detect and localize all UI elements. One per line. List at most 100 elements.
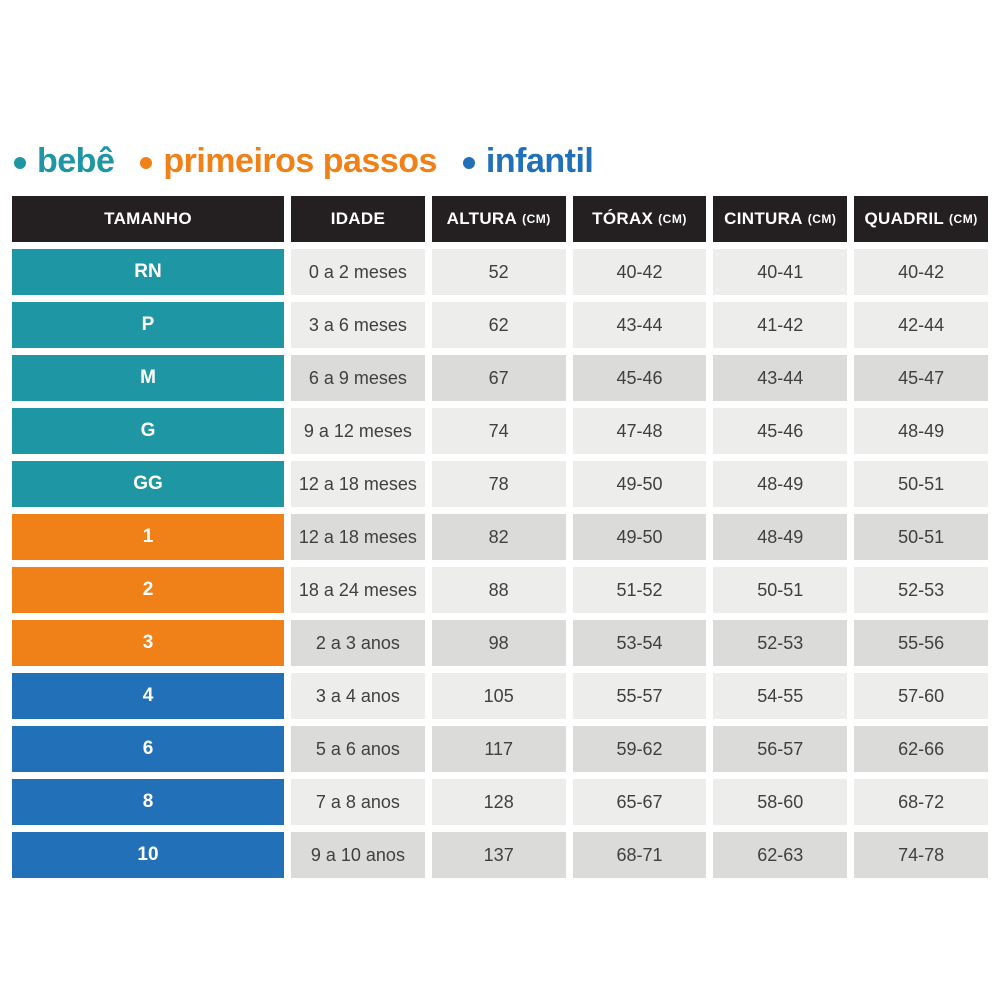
- size-cell: M: [12, 355, 284, 401]
- data-cell: 82: [431, 514, 566, 560]
- size-cell: 1: [12, 514, 284, 560]
- column-header-label: CINTURA: [724, 209, 803, 228]
- data-cell: 3 a 4 anos: [291, 673, 425, 719]
- data-cell: 57-60: [854, 673, 988, 719]
- data-cell: 105: [431, 673, 566, 719]
- column-header-label: TAMANHO: [104, 209, 192, 228]
- legend: bebê primeiros passos infantil: [14, 142, 594, 180]
- legend-label: primeiros passos: [163, 142, 437, 180]
- data-cell: 68-72: [854, 779, 988, 825]
- data-cell: 62-63: [713, 832, 848, 878]
- column-header-unit: (CM): [949, 212, 978, 226]
- size-cell: 3: [12, 620, 284, 666]
- column-header-unit: (CM): [522, 212, 551, 226]
- data-cell: 9 a 12 meses: [291, 408, 425, 454]
- data-cell: 40-41: [713, 249, 848, 295]
- size-cell: P: [12, 302, 284, 348]
- legend-item-primeiros_passos: primeiros passos: [140, 144, 437, 178]
- data-cell: 6 a 9 meses: [291, 355, 425, 401]
- size-cell: G: [12, 408, 284, 454]
- column-header-label: TÓRAX: [592, 209, 654, 228]
- data-cell: 52-53: [854, 567, 988, 613]
- column-header-cintura: CINTURA (CM): [713, 196, 848, 242]
- data-cell: 67: [431, 355, 566, 401]
- data-cell: 7 a 8 anos: [291, 779, 425, 825]
- data-cell: 117: [431, 726, 566, 772]
- data-cell: 58-60: [713, 779, 848, 825]
- data-cell: 62: [431, 302, 566, 348]
- column-header-unit: (CM): [807, 212, 837, 226]
- data-cell: 62-66: [854, 726, 988, 772]
- data-cell: 50-51: [854, 461, 988, 507]
- legend-item-bebe: bebê: [14, 142, 115, 180]
- data-cell: 65-67: [572, 779, 707, 825]
- legend-item-infantil: infantil: [462, 142, 594, 180]
- data-cell: 88: [431, 567, 566, 613]
- size-table: TAMANHO IDADE ALTURA (CM) TÓRAX (CM) CINTURA (C…: [12, 196, 988, 878]
- data-cell: 48-49: [854, 408, 988, 454]
- data-cell: 56-57: [713, 726, 848, 772]
- data-cell: 40-42: [572, 249, 707, 295]
- data-cell: 43-44: [713, 355, 848, 401]
- data-cell: 54-55: [713, 673, 848, 719]
- data-cell: 5 a 6 anos: [291, 726, 425, 772]
- data-cell: 50-51: [854, 514, 988, 560]
- bullet-icon: [462, 157, 475, 169]
- data-cell: 2 a 3 anos: [291, 620, 425, 666]
- bullet-icon: [14, 157, 26, 169]
- data-cell: 49-50: [572, 514, 707, 560]
- data-cell: 48-49: [713, 514, 848, 560]
- data-cell: 53-54: [572, 620, 707, 666]
- column-header-idade: IDADE: [291, 196, 425, 242]
- size-cell: 2: [12, 567, 284, 613]
- data-cell: 49-50: [572, 461, 707, 507]
- data-cell: 0 a 2 meses: [291, 249, 425, 295]
- data-cell: 41-42: [713, 302, 848, 348]
- data-cell: 137: [431, 832, 566, 878]
- data-cell: 98: [431, 620, 566, 666]
- column-header-torax: TÓRAX (CM): [572, 196, 707, 242]
- data-cell: 12 a 18 meses: [291, 461, 425, 507]
- data-cell: 18 a 24 meses: [291, 567, 425, 613]
- data-cell: 43-44: [572, 302, 707, 348]
- data-cell: 42-44: [854, 302, 988, 348]
- size-cell: 10: [12, 832, 284, 878]
- data-cell: 78: [431, 461, 566, 507]
- data-cell: 55-56: [854, 620, 988, 666]
- data-cell: 45-46: [713, 408, 848, 454]
- data-cell: 68-71: [572, 832, 707, 878]
- data-cell: 74-78: [854, 832, 988, 878]
- data-cell: 47-48: [572, 408, 707, 454]
- size-cell: GG: [12, 461, 284, 507]
- column-header-unit: (CM): [658, 212, 687, 226]
- size-cell: 4: [12, 673, 284, 719]
- column-header-label: ALTURA: [446, 209, 518, 228]
- size-cell: 8: [12, 779, 284, 825]
- column-header-tamanho: TAMANHO: [12, 196, 284, 242]
- data-cell: 59-62: [572, 726, 707, 772]
- size-cell: 6: [12, 726, 284, 772]
- legend-label: infantil: [485, 142, 594, 180]
- column-header-quadril: QUADRIL (CM): [854, 196, 988, 242]
- data-cell: 55-57: [572, 673, 707, 719]
- column-header-label: QUADRIL: [864, 209, 945, 228]
- column-header-label: IDADE: [330, 209, 386, 228]
- column-header-altura: ALTURA (CM): [431, 196, 566, 242]
- data-cell: 9 a 10 anos: [291, 832, 425, 878]
- data-cell: 52-53: [713, 620, 848, 666]
- data-cell: 128: [431, 779, 566, 825]
- data-cell: 52: [431, 249, 566, 295]
- data-cell: 45-47: [854, 355, 988, 401]
- legend-label: bebê: [37, 142, 115, 180]
- data-cell: 50-51: [713, 567, 848, 613]
- data-cell: 45-46: [572, 355, 707, 401]
- data-cell: 40-42: [854, 249, 988, 295]
- data-cell: 3 a 6 meses: [291, 302, 425, 348]
- data-cell: 48-49: [713, 461, 848, 507]
- size-cell: RN: [12, 249, 284, 295]
- data-cell: 51-52: [572, 567, 707, 613]
- data-cell: 12 a 18 meses: [291, 514, 425, 560]
- bullet-icon: [140, 157, 153, 169]
- data-cell: 74: [431, 408, 566, 454]
